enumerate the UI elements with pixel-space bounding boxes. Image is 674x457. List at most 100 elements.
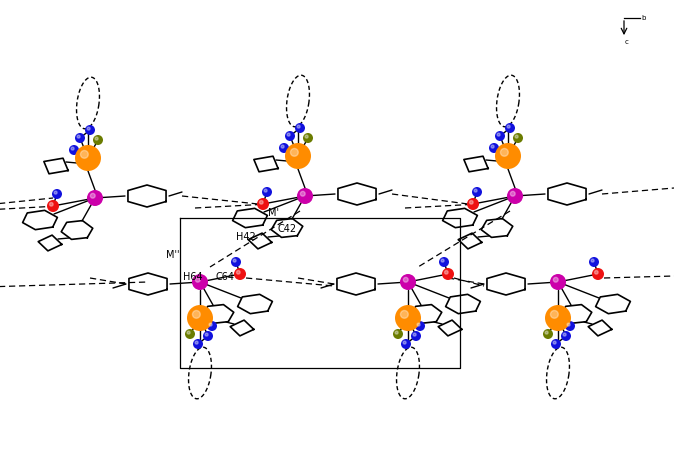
Circle shape (187, 305, 213, 331)
Circle shape (85, 125, 95, 135)
Circle shape (279, 143, 289, 153)
Text: M': M' (268, 208, 279, 218)
Circle shape (305, 135, 308, 138)
Circle shape (71, 147, 74, 150)
Circle shape (395, 305, 421, 331)
Circle shape (467, 198, 479, 210)
Circle shape (411, 331, 421, 341)
Circle shape (472, 187, 482, 197)
Circle shape (47, 200, 59, 212)
Circle shape (400, 274, 416, 290)
Circle shape (75, 145, 101, 171)
Text: C42: C42 (278, 224, 297, 234)
Circle shape (594, 271, 598, 274)
Circle shape (287, 133, 290, 136)
Circle shape (237, 271, 240, 274)
Circle shape (441, 259, 444, 262)
Circle shape (589, 257, 599, 267)
Circle shape (195, 341, 198, 344)
Circle shape (297, 125, 300, 128)
Circle shape (295, 123, 305, 133)
Circle shape (403, 341, 406, 344)
Circle shape (290, 149, 299, 156)
Circle shape (393, 329, 403, 339)
Circle shape (192, 274, 208, 290)
Text: b: b (641, 15, 646, 21)
Circle shape (543, 329, 553, 339)
Circle shape (87, 190, 103, 206)
Circle shape (551, 339, 561, 349)
Circle shape (281, 145, 284, 148)
Circle shape (501, 149, 508, 156)
Circle shape (491, 145, 494, 148)
Circle shape (565, 321, 575, 331)
Circle shape (77, 135, 80, 138)
Circle shape (209, 323, 212, 326)
Text: H42: H42 (236, 232, 255, 242)
Circle shape (439, 257, 449, 267)
Circle shape (495, 131, 505, 141)
Circle shape (303, 133, 313, 143)
Circle shape (401, 339, 411, 349)
Circle shape (442, 268, 454, 280)
Circle shape (470, 201, 473, 204)
Circle shape (400, 310, 408, 318)
Text: c: c (625, 39, 629, 45)
Circle shape (507, 188, 523, 204)
Circle shape (90, 193, 95, 198)
Circle shape (415, 321, 425, 331)
Circle shape (474, 189, 477, 192)
Circle shape (257, 198, 269, 210)
Circle shape (264, 189, 267, 192)
Circle shape (297, 188, 313, 204)
Circle shape (551, 310, 558, 318)
Circle shape (193, 339, 203, 349)
Circle shape (550, 274, 566, 290)
Circle shape (545, 305, 571, 331)
Circle shape (545, 331, 548, 334)
Circle shape (285, 131, 295, 141)
Circle shape (49, 202, 53, 206)
Circle shape (592, 268, 604, 280)
Circle shape (553, 341, 556, 344)
Circle shape (52, 189, 62, 199)
Circle shape (205, 333, 208, 336)
Circle shape (195, 277, 200, 282)
Circle shape (301, 191, 305, 196)
Circle shape (54, 191, 57, 194)
Circle shape (193, 310, 200, 318)
Circle shape (510, 191, 515, 196)
Text: M'': M'' (166, 250, 179, 260)
Circle shape (395, 331, 398, 334)
Circle shape (567, 323, 570, 326)
Circle shape (259, 201, 263, 204)
Circle shape (80, 150, 88, 158)
Circle shape (95, 137, 98, 140)
Circle shape (445, 271, 448, 274)
Circle shape (233, 259, 236, 262)
Circle shape (495, 143, 521, 169)
Circle shape (563, 333, 566, 336)
Circle shape (285, 143, 311, 169)
Circle shape (203, 331, 213, 341)
Circle shape (262, 187, 272, 197)
Circle shape (75, 133, 85, 143)
Circle shape (413, 333, 416, 336)
Circle shape (403, 277, 408, 282)
Circle shape (231, 257, 241, 267)
Circle shape (513, 133, 523, 143)
Circle shape (234, 268, 246, 280)
Circle shape (505, 123, 515, 133)
Circle shape (93, 135, 103, 145)
Circle shape (591, 259, 594, 262)
Circle shape (515, 135, 518, 138)
Circle shape (185, 329, 195, 339)
Circle shape (507, 125, 510, 128)
Circle shape (553, 277, 558, 282)
Circle shape (489, 143, 499, 153)
Circle shape (87, 127, 90, 130)
Circle shape (69, 145, 79, 155)
Circle shape (417, 323, 420, 326)
Circle shape (497, 133, 500, 136)
Circle shape (207, 321, 217, 331)
